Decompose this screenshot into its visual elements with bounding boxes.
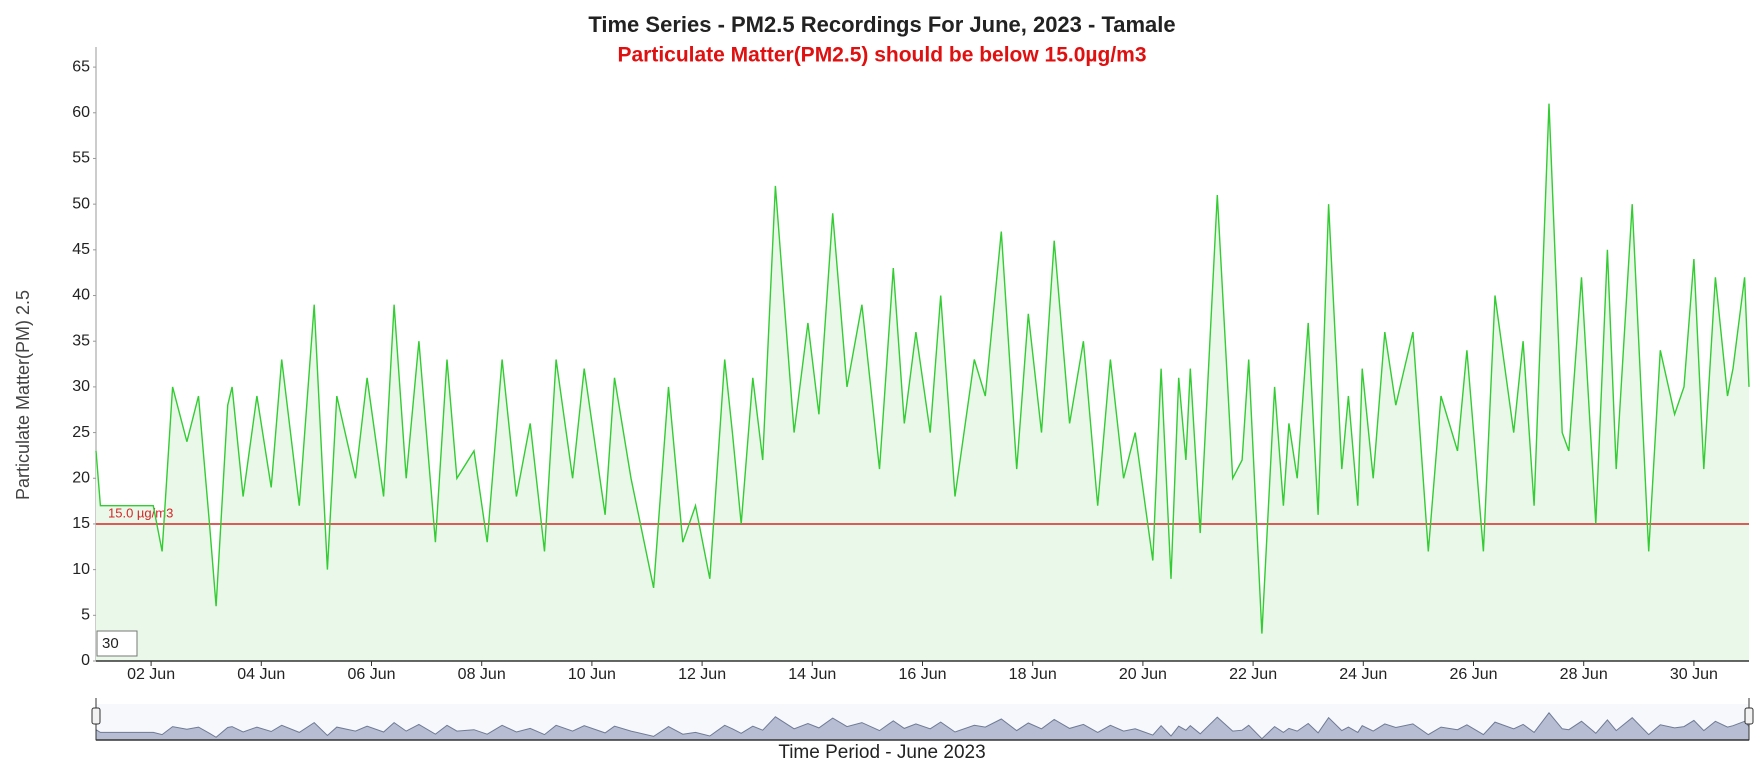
x-tick-label: 28 Jun: [1560, 666, 1608, 683]
y-tick-label: 10: [72, 561, 90, 578]
y-tick-label: 15: [72, 515, 90, 532]
navigator-area: [95, 711, 1750, 741]
x-axis-label: Time Period - June 2023: [778, 742, 985, 763]
x-tick-label: 08 Jun: [458, 666, 506, 683]
range-input: [96, 630, 138, 657]
y-tick-label: 30: [72, 378, 90, 395]
navigator-handle: [91, 707, 101, 725]
x-tick-label: 06 Jun: [347, 666, 395, 683]
y-tick-label: 50: [72, 195, 90, 212]
threshold-label: 15.0 µg/m3: [108, 505, 173, 520]
chart-title: Time Series - PM2.5 Recordings For June,…: [588, 12, 1175, 37]
x-tick-label: 22 Jun: [1229, 666, 1277, 683]
navigator-handle: [1744, 707, 1754, 725]
x-tick-label: 30 Jun: [1670, 666, 1718, 683]
y-tick-label: 40: [72, 287, 90, 304]
y-tick-label: 25: [72, 424, 90, 441]
y-tick-label: 35: [72, 332, 90, 349]
x-tick-label: 26 Jun: [1449, 666, 1497, 683]
x-tick-label: 04 Jun: [237, 666, 285, 683]
chart-subtitle: Particulate Matter(PM2.5) should be belo…: [617, 44, 1146, 67]
line: [95, 103, 1750, 634]
y-tick-label: 20: [72, 469, 90, 486]
x-tick-label: 02 Jun: [127, 666, 175, 683]
y-tick-label: 0: [81, 652, 90, 669]
y-tick-label: 60: [72, 104, 90, 121]
x-tick-label: 14 Jun: [788, 666, 836, 683]
x-tick-label: 12 Jun: [678, 666, 726, 683]
y-axis-label: Particulate Matter(PM) 2.5: [13, 290, 33, 500]
y-tick-label: 65: [72, 58, 90, 75]
range-input-value: 30: [102, 635, 119, 652]
x-tick-label: 10 Jun: [568, 666, 616, 683]
y-tick-label: 55: [72, 150, 90, 167]
y-tick-label: 5: [81, 607, 90, 624]
y-tick-label: 45: [72, 241, 90, 258]
x-tick-label: 20 Jun: [1119, 666, 1167, 683]
x-tick-label: 16 Jun: [898, 666, 946, 683]
x-tick-label: 18 Jun: [1009, 666, 1057, 683]
x-tick-label: 24 Jun: [1339, 666, 1387, 683]
